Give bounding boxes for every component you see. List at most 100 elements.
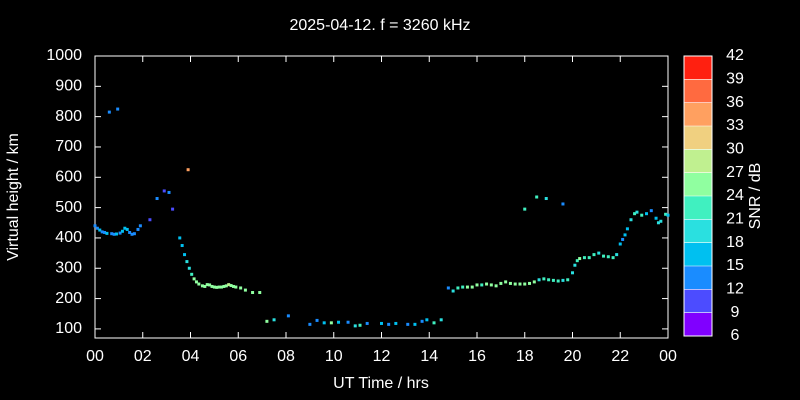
data-point	[197, 282, 201, 286]
data-point	[286, 314, 290, 318]
colorbar-tick-label: 15	[726, 257, 744, 274]
data-point	[544, 197, 548, 201]
x-tick-label: 00	[659, 348, 677, 365]
data-point	[547, 278, 551, 282]
colorbar-band	[684, 289, 712, 313]
data-point	[258, 291, 262, 295]
data-point	[566, 278, 570, 282]
data-point	[308, 322, 312, 326]
data-point	[420, 319, 424, 323]
y-tick-label: 100	[55, 320, 82, 337]
data-point	[432, 321, 436, 325]
data-point	[234, 285, 238, 289]
data-point	[656, 221, 660, 225]
data-point	[329, 321, 333, 325]
colorbar-tick-label: 36	[726, 94, 744, 111]
data-point	[489, 283, 493, 287]
data-point	[629, 218, 633, 222]
data-point	[499, 281, 503, 285]
y-tick-label: 1000	[46, 47, 82, 64]
data-point	[346, 320, 350, 324]
data-point	[633, 212, 637, 216]
data-point	[664, 212, 668, 216]
colorbar-tick-label: 6	[731, 327, 740, 344]
colorbar-tick-label: 42	[726, 47, 744, 64]
data-point	[635, 210, 639, 214]
x-tick-label: 12	[373, 348, 391, 365]
data-point	[116, 107, 120, 111]
data-point	[556, 279, 560, 283]
data-point	[504, 280, 508, 284]
colorbar-tick-label: 21	[726, 211, 744, 228]
data-point	[222, 284, 226, 288]
x-tick-label: 02	[134, 348, 152, 365]
y-tick-label: 800	[55, 108, 82, 125]
y-tick-label: 600	[55, 169, 82, 186]
x-tick-label: 04	[182, 348, 200, 365]
data-point	[229, 284, 233, 288]
y-tick-label: 200	[55, 290, 82, 307]
data-point	[551, 278, 555, 282]
y-tick-label: 700	[55, 138, 82, 155]
data-point	[220, 285, 224, 289]
data-point	[508, 281, 512, 285]
data-point	[623, 233, 627, 237]
x-tick-label: 18	[516, 348, 534, 365]
data-point	[621, 237, 625, 241]
data-point	[365, 321, 369, 325]
data-point	[535, 195, 539, 199]
data-point	[315, 318, 319, 322]
data-point	[118, 231, 122, 235]
colorbar-label: SNR / dB	[747, 163, 764, 230]
data-point	[666, 213, 670, 217]
x-tick-label: 06	[229, 348, 247, 365]
data-point	[465, 285, 469, 289]
data-point	[132, 232, 136, 236]
data-point	[475, 283, 479, 287]
data-point	[537, 278, 541, 282]
data-point	[654, 216, 658, 220]
data-point	[337, 320, 341, 324]
data-point	[380, 321, 383, 325]
data-point	[217, 285, 221, 289]
data-point	[425, 318, 429, 322]
y-axis-label: Virtual height / km	[5, 133, 22, 261]
data-point	[265, 319, 269, 323]
data-point	[112, 232, 116, 236]
data-point	[528, 281, 532, 285]
data-point	[645, 212, 649, 216]
data-point	[523, 207, 527, 211]
data-point	[162, 189, 166, 193]
data-point	[185, 260, 189, 264]
data-point	[212, 285, 216, 289]
data-point	[406, 322, 410, 326]
data-point	[513, 282, 517, 286]
data-point	[387, 322, 391, 326]
data-point	[205, 283, 209, 287]
colorbar-tick-label: 33	[726, 117, 744, 134]
data-point	[215, 285, 219, 289]
data-point	[194, 280, 198, 284]
data-point	[208, 283, 212, 287]
colorbar-band	[684, 266, 712, 290]
data-point	[571, 271, 574, 275]
data-point	[239, 286, 243, 290]
data-point	[148, 218, 152, 222]
data-point	[578, 257, 582, 261]
data-point	[542, 277, 546, 281]
data-point	[125, 227, 129, 231]
data-point	[192, 277, 196, 281]
data-point	[186, 168, 190, 172]
data-point	[187, 266, 191, 270]
x-tick-label: 16	[468, 348, 486, 365]
colorbar-tick-label: 18	[726, 234, 744, 251]
data-point	[110, 232, 114, 236]
data-point	[178, 236, 182, 240]
data-point	[105, 231, 109, 235]
colorbar-band	[684, 102, 712, 126]
x-tick-label: 20	[564, 348, 582, 365]
data-point	[597, 251, 601, 255]
colorbar-band	[684, 312, 712, 336]
